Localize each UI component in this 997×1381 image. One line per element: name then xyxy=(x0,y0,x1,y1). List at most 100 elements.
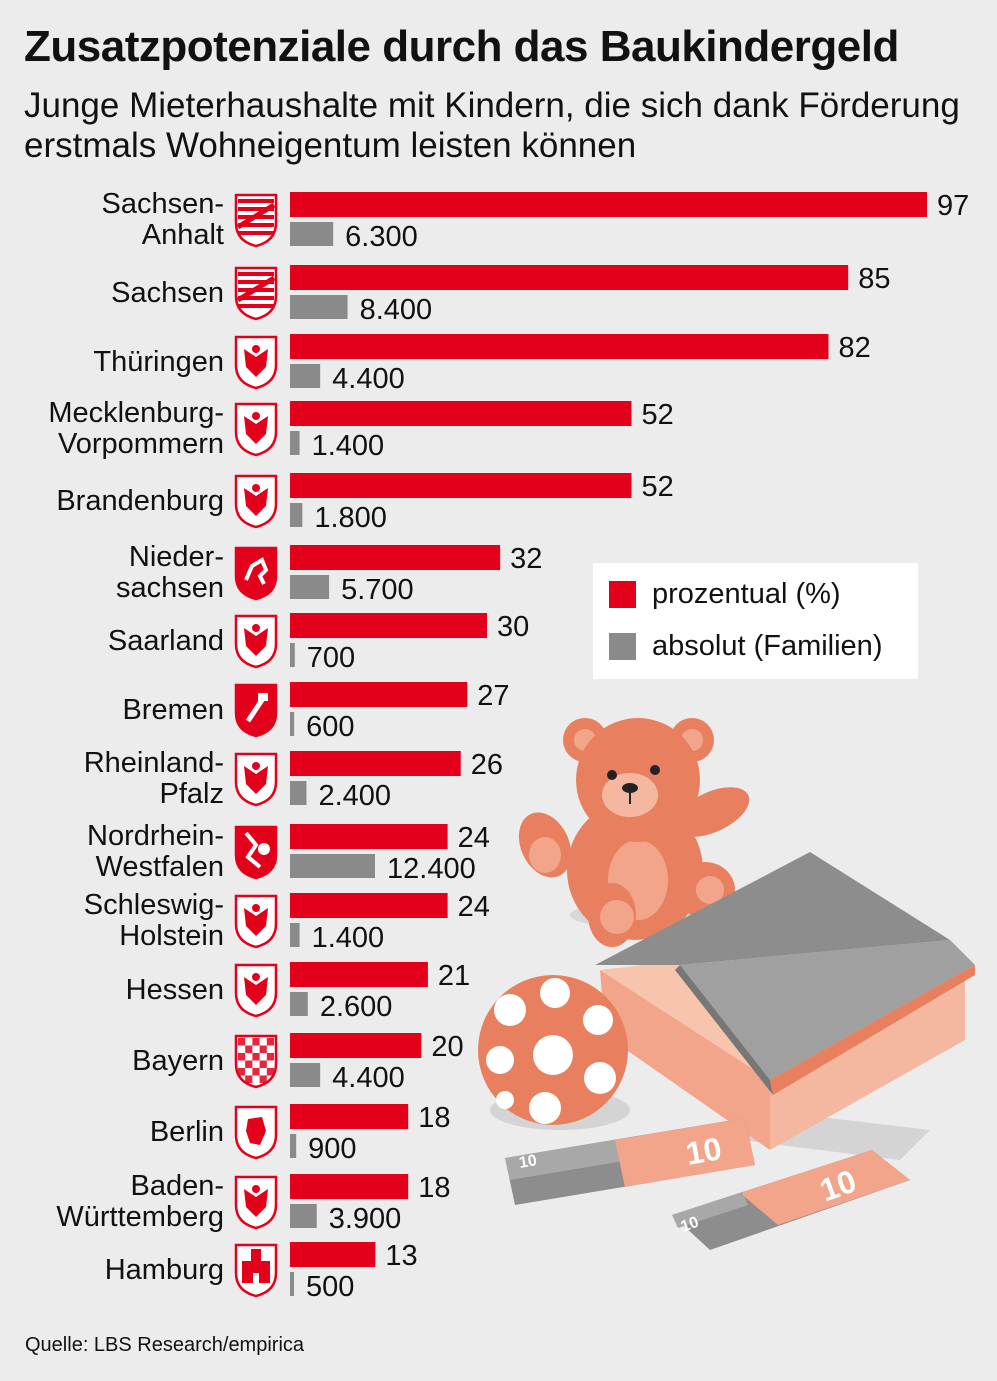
value-label-absolute-11: 2.600 xyxy=(320,991,393,1023)
teddy-bear-icon xyxy=(518,718,750,947)
category-label-11: Hessen xyxy=(126,974,224,1006)
hessen-coat-of-arms-icon xyxy=(234,963,278,1018)
value-label-percent-7: 27 xyxy=(477,680,509,712)
bar-absolute-12 xyxy=(290,1063,321,1087)
house-icon xyxy=(595,852,975,1150)
legend-item-absolute: absolut (Familien) xyxy=(609,629,882,663)
legend-item-percent: prozentual (%) xyxy=(609,577,841,611)
category-label-5: Nieder-sachsen xyxy=(116,541,224,604)
svg-text:10: 10 xyxy=(683,1130,724,1172)
nordrhein-westfalen-coat-of-arms-icon xyxy=(234,825,278,880)
schleswig-holstein-coat-of-arms-icon xyxy=(234,894,278,949)
category-label-3: Mecklenburg-Vorpommern xyxy=(48,397,224,460)
bar-percent-6 xyxy=(290,613,488,638)
bar-absolute-13 xyxy=(290,1134,297,1158)
category-label-4: Brandenburg xyxy=(56,485,224,517)
category-label-12: Bayern xyxy=(132,1045,224,1077)
value-label-absolute-6: 700 xyxy=(307,642,355,674)
saarland-coat-of-arms-icon xyxy=(234,614,278,669)
bar-percent-15 xyxy=(290,1242,376,1267)
category-label-15: Hamburg xyxy=(105,1254,224,1286)
bar-absolute-2 xyxy=(290,364,321,388)
category-label-14: Baden-Württemberg xyxy=(56,1170,224,1233)
mecklenburg-vorpommern-coat-of-arms-icon xyxy=(234,402,278,457)
value-label-percent-3: 52 xyxy=(641,399,673,431)
legend: prozentual (%) absolut (Familien) xyxy=(593,563,918,679)
value-label-percent-13: 18 xyxy=(418,1102,450,1134)
baden-wuerttemberg-coat-of-arms-icon xyxy=(234,1175,278,1230)
bar-percent-0 xyxy=(290,192,927,217)
illustration: 10 10 10 10 xyxy=(478,718,975,1250)
svg-text:10: 10 xyxy=(518,1152,539,1172)
category-label-2: Thüringen xyxy=(93,346,224,378)
hamburg-coat-of-arms-icon xyxy=(234,1243,278,1298)
sachsen-coat-of-arms-icon xyxy=(234,266,278,321)
value-label-percent-11: 21 xyxy=(438,960,470,992)
value-label-percent-12: 20 xyxy=(431,1031,463,1063)
bayern-coat-of-arms-icon xyxy=(234,1034,278,1089)
category-label-9: Nordrhein-Westfalen xyxy=(87,820,224,883)
bar-absolute-15 xyxy=(290,1272,294,1296)
value-label-absolute-14: 3.900 xyxy=(329,1203,402,1235)
svg-text:10: 10 xyxy=(679,1214,702,1236)
bar-absolute-7 xyxy=(290,712,295,736)
value-label-percent-2: 82 xyxy=(838,332,870,364)
thueringen-coat-of-arms-icon xyxy=(234,335,278,390)
category-label-0: Sachsen-Anhalt xyxy=(101,188,224,251)
value-label-absolute-10: 1.400 xyxy=(312,922,385,954)
bar-absolute-14 xyxy=(290,1204,317,1228)
value-label-percent-8: 26 xyxy=(471,749,503,781)
value-label-percent-15: 13 xyxy=(385,1240,417,1272)
bar-percent-2 xyxy=(290,334,829,359)
bar-absolute-3 xyxy=(290,431,300,455)
bar-absolute-10 xyxy=(290,923,300,947)
category-label-10: Schleswig-Holstein xyxy=(84,889,224,952)
value-label-percent-6: 30 xyxy=(497,611,529,643)
bar-absolute-1 xyxy=(290,295,348,319)
chart-subtitle: Junge Mieterhaushalte mit Kindern, die s… xyxy=(24,86,960,165)
value-label-percent-14: 18 xyxy=(418,1172,450,1204)
value-label-absolute-0: 6.300 xyxy=(345,221,418,253)
category-label-7: Bremen xyxy=(122,694,224,726)
value-label-percent-4: 52 xyxy=(641,471,673,503)
value-label-absolute-1: 8.400 xyxy=(360,294,433,326)
bar-percent-4 xyxy=(290,473,632,498)
bar-absolute-6 xyxy=(290,643,295,667)
bremen-coat-of-arms-icon xyxy=(234,683,278,738)
legend-swatch-absolute xyxy=(609,632,636,660)
category-label-1: Sachsen xyxy=(111,277,224,309)
rheinland-pfalz-coat-of-arms-icon xyxy=(234,752,278,807)
bar-percent-10 xyxy=(290,893,448,918)
bar-percent-11 xyxy=(290,962,428,987)
category-label-8: Rheinland-Pfalz xyxy=(84,747,224,810)
bar-percent-1 xyxy=(290,265,849,290)
value-label-percent-5: 32 xyxy=(510,543,542,575)
bar-absolute-11 xyxy=(290,992,308,1016)
bar-percent-5 xyxy=(290,545,501,570)
value-label-percent-0: 97 xyxy=(937,190,969,222)
bar-absolute-5 xyxy=(290,575,330,599)
value-label-percent-9: 24 xyxy=(458,822,490,854)
brandenburg-coat-of-arms-icon xyxy=(234,474,278,529)
value-label-absolute-3: 1.400 xyxy=(312,430,385,462)
value-label-absolute-15: 500 xyxy=(306,1271,354,1303)
legend-label-percent: prozentual (%) xyxy=(652,577,841,610)
value-label-absolute-13: 900 xyxy=(308,1133,356,1165)
bar-percent-9 xyxy=(290,824,448,849)
bar-percent-3 xyxy=(290,401,632,426)
bar-absolute-0 xyxy=(290,222,334,246)
bar-percent-14 xyxy=(290,1174,409,1199)
value-label-absolute-12: 4.400 xyxy=(332,1062,405,1094)
chart-title: Zusatzpotenziale durch das Baukindergeld xyxy=(24,22,899,71)
berlin-coat-of-arms-icon xyxy=(234,1105,278,1160)
bar-absolute-4 xyxy=(290,503,303,527)
value-label-absolute-8: 2.400 xyxy=(318,780,391,812)
source-note: Quelle: LBS Research/empirica xyxy=(25,1334,305,1356)
bar-percent-8 xyxy=(290,751,461,776)
value-label-absolute-5: 5.700 xyxy=(341,574,414,606)
bar-percent-7 xyxy=(290,682,468,707)
niedersachsen-coat-of-arms-icon xyxy=(234,546,278,601)
legend-label-absolute: absolut (Familien) xyxy=(652,629,883,662)
sachsen-anhalt-coat-of-arms-icon xyxy=(234,193,278,248)
